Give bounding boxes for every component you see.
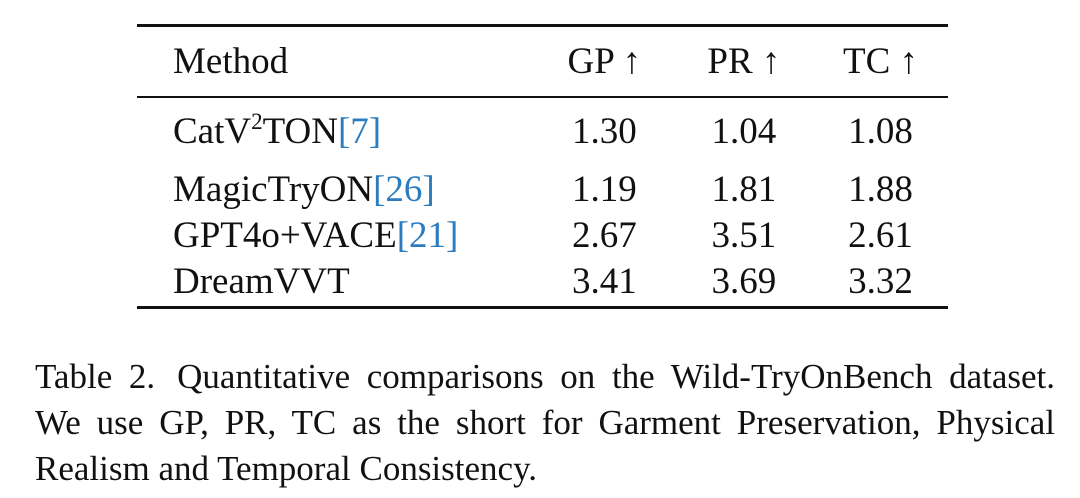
pr-value: 1.04: [711, 110, 777, 152]
tc-value: 1.88: [848, 168, 913, 210]
method-cell: MagicTryON[26]: [137, 166, 534, 212]
table-row: MagicTryON[26] 1.19 1.81 1.88: [137, 166, 948, 212]
table-header-rule: [137, 96, 948, 98]
tc-value: 2.61: [848, 214, 913, 256]
pr-value-best: 3.69: [711, 260, 777, 302]
tc-value: 1.08: [848, 110, 913, 152]
citation-link[interactable]: [26]: [373, 168, 435, 210]
table-bottom-rule: [137, 306, 948, 309]
gp-value: 2.67: [571, 214, 637, 256]
method-name: DreamVVT: [173, 260, 350, 302]
pr-value: 3.51: [711, 214, 777, 256]
header-method: Method: [173, 41, 289, 82]
caption-text: Quantitative comparisons on the Wild-Try…: [35, 357, 1055, 488]
results-table: Method GP ↑ PR ↑ TC ↑ CatV2TON[7] 1.30 1…: [137, 27, 948, 304]
header-pr: PR ↑: [707, 41, 781, 82]
gp-value: 1.19: [571, 168, 637, 210]
gp-value: 1.30: [571, 110, 637, 152]
method-name-suffix: TON: [262, 110, 338, 152]
method-cell: GPT4o+VACE[21]: [137, 212, 534, 258]
tc-value-best: 3.32: [848, 260, 913, 302]
citation-link[interactable]: [21]: [396, 214, 459, 256]
table-caption: Table 2. Quantitative comparisons on the …: [35, 354, 1055, 492]
header-tc: TC ↑: [843, 41, 919, 82]
table-row: CatV2TON[7] 1.30 1.04 1.08: [137, 96, 948, 166]
method-name: GPT4o+VACE: [173, 214, 397, 256]
table-row: GPT4o+VACE[21] 2.67 3.51 2.61: [137, 212, 948, 258]
header-gp: GP ↑: [567, 41, 642, 82]
pr-value: 1.81: [711, 168, 777, 210]
method-cell: CatV2TON[7]: [137, 96, 534, 166]
method-superscript: 2: [251, 108, 263, 134]
method-name: MagicTryON: [173, 168, 374, 210]
citation-link[interactable]: [7]: [337, 110, 382, 152]
method-cell: DreamVVT: [137, 258, 534, 304]
table-header-row: Method GP ↑ PR ↑ TC ↑: [137, 27, 948, 96]
caption-label: Table 2.: [35, 357, 156, 396]
table-top-rule: [137, 24, 948, 27]
table-row-best: DreamVVT 3.41 3.69 3.32: [137, 258, 948, 304]
gp-value-best: 3.41: [571, 260, 637, 302]
method-name: CatV: [173, 110, 252, 152]
